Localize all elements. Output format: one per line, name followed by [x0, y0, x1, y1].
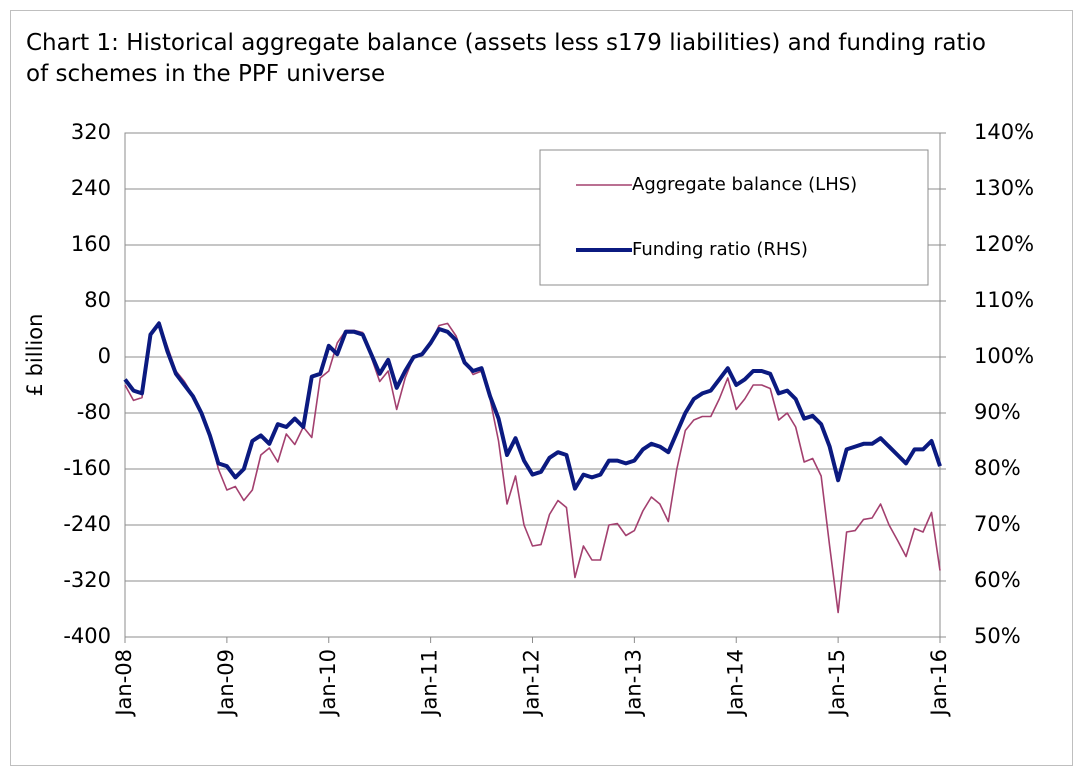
- y-tick-label: -240: [63, 512, 111, 536]
- legend-label: Funding ratio (RHS): [632, 239, 808, 260]
- y2-tick-label: 50%: [974, 624, 1021, 648]
- y-tick-label: -160: [63, 456, 111, 480]
- y-tick-label: 160: [71, 232, 111, 256]
- y-tick-label: 320: [71, 120, 111, 144]
- y2-tick-label: 90%: [974, 400, 1021, 424]
- x-tick-label: Jan-14: [723, 649, 747, 718]
- y2-tick-label: 60%: [974, 568, 1021, 592]
- x-tick-label: Jan-11: [418, 649, 442, 718]
- series-line: [123, 321, 942, 491]
- y2-tick-label: 100%: [974, 344, 1034, 368]
- y2-tick-label: 70%: [974, 512, 1021, 536]
- y-axis-label: £ billion: [23, 314, 47, 397]
- x-tick-label: Jan-16: [927, 649, 951, 718]
- y-tick-label: -80: [77, 400, 111, 424]
- x-tick-label: Jan-10: [316, 649, 340, 718]
- x-tick-label: Jan-13: [621, 649, 645, 718]
- legend-label: Aggregate balance (LHS): [632, 174, 857, 195]
- y-tick-label: 0: [98, 344, 111, 368]
- x-tick-label: Jan-15: [825, 649, 849, 718]
- y2-tick-label: 130%: [974, 176, 1034, 200]
- y-tick-label: -400: [63, 624, 111, 648]
- legend-box: [539, 149, 929, 286]
- x-tick-label: Jan-12: [520, 649, 544, 718]
- series-line: [124, 321, 941, 614]
- x-tick-label: Jan-08: [112, 649, 136, 718]
- chart-title: Chart 1: Historical aggregate balance (a…: [26, 30, 987, 87]
- y-tick-label: -320: [63, 568, 111, 592]
- y2-tick-label: 110%: [974, 288, 1034, 312]
- y2-tick-label: 140%: [974, 120, 1034, 144]
- y-tick-label: 80: [84, 288, 111, 312]
- y-tick-label: 240: [71, 176, 111, 200]
- x-tick-label: Jan-09: [214, 649, 238, 718]
- y2-tick-label: 80%: [974, 456, 1021, 480]
- y2-tick-label: 120%: [974, 232, 1034, 256]
